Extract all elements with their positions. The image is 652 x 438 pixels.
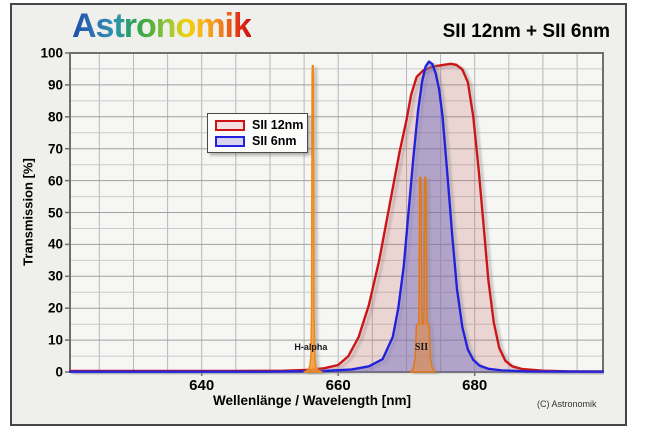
y-tick-label: 60: [47, 173, 63, 189]
gridlines: [70, 53, 603, 372]
copyright: (C) Astronomik: [537, 399, 597, 409]
x-axis-title: Wellenlänge / Wavelength [nm]: [212, 393, 412, 408]
astronomik-logo: Astronomik: [72, 7, 252, 45]
y-axis-title: Transmission [%]: [20, 158, 36, 266]
annotation-h-alpha: H-alpha: [294, 342, 328, 352]
legend-item-label: SII 12nm: [252, 118, 304, 132]
chart-title: SII 12nm + SII 6nm: [442, 21, 610, 42]
y-tick-label: 20: [47, 300, 63, 316]
y-tick-label: 40: [47, 236, 63, 252]
emission-line-h-alpha: [303, 65, 323, 373]
legend-swatch-sii-6nm: [215, 135, 245, 147]
legend-swatch-sii-12nm: [215, 119, 245, 131]
legend-item-label: SII 6nm: [252, 134, 297, 148]
series-sii-12nm: [69, 62, 604, 373]
legend-item-sii-6nm: SII 6nm: [215, 133, 307, 149]
y-tick-label: 70: [47, 141, 63, 157]
y-tick-label: 50: [47, 205, 63, 220]
y-tick-label: 90: [47, 77, 63, 93]
x-tick-label: 680: [462, 377, 488, 394]
legend-item-sii-12nm: SII 12nm: [215, 117, 307, 133]
x-tick-label: 660: [325, 377, 351, 394]
x-tick-label: 640: [189, 377, 215, 394]
y-tick-label: 30: [47, 268, 63, 284]
legend: SII 12nm SII 6nm: [207, 113, 308, 153]
y-tick-label: 10: [47, 332, 63, 348]
y-tick-label: 80: [47, 109, 63, 125]
series-sii-6nm: [69, 60, 604, 373]
emission-line-sii: [409, 176, 436, 373]
annotation-sii: SII: [414, 342, 429, 353]
y-tick-label: 100: [40, 45, 63, 61]
y-tick-label: 0: [55, 364, 63, 380]
